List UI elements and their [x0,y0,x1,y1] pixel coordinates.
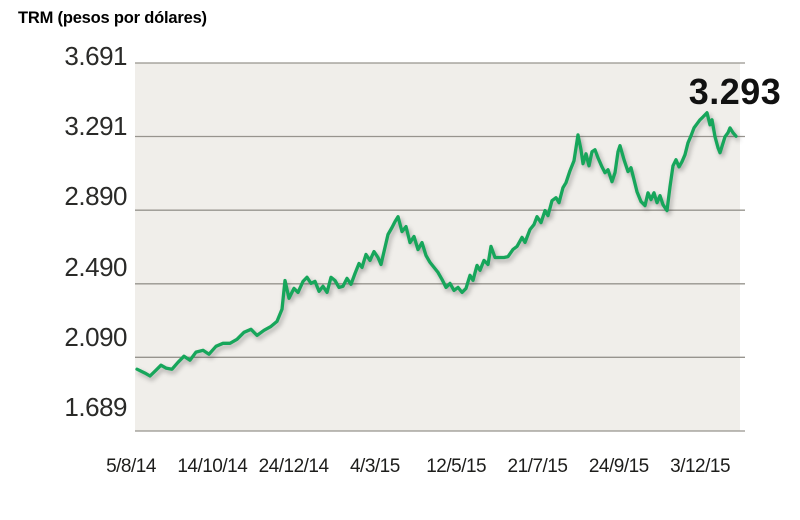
y-axis-label: 3.291 [64,111,127,142]
y-axis-label: 1.689 [64,392,127,422]
x-axis-label: 5/8/14 [106,456,156,477]
page-title: TRM (pesos por dólares) [18,9,207,27]
x-axis-label: 14/10/14 [177,456,248,477]
y-axis-label: 3.691 [64,41,127,71]
x-axis-label: 21/7/15 [507,456,568,477]
x-axis-label: 4/3/15 [349,456,400,477]
last-value-annotation: 3.293 [688,71,782,112]
x-axis-label: 3/12/15 [670,456,731,477]
y-axis-label: 2.490 [64,251,127,282]
y-axis-label: 2.890 [64,181,127,212]
trm-trend-line [135,111,738,378]
chart-plot-area [135,63,740,431]
y-axis-label: 2.090 [64,321,127,352]
x-axis-label: 24/12/14 [258,456,329,477]
x-axis-label: 24/9/15 [588,456,649,477]
grid-lines [135,62,745,432]
x-axis-label: 12/5/15 [426,456,487,477]
line-chart-svg [135,62,745,432]
